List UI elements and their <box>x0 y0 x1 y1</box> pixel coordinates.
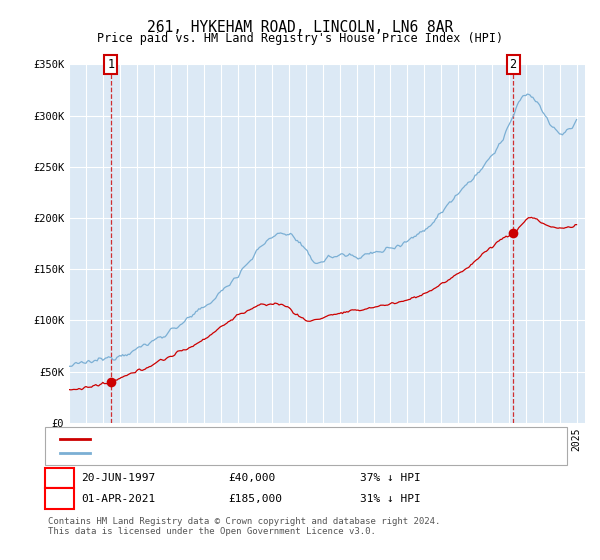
Text: 31% ↓ HPI: 31% ↓ HPI <box>360 494 421 504</box>
Text: £185,000: £185,000 <box>228 494 282 504</box>
Text: 2: 2 <box>509 58 517 71</box>
Text: 20-JUN-1997: 20-JUN-1997 <box>81 473 155 483</box>
Text: 37% ↓ HPI: 37% ↓ HPI <box>360 473 421 483</box>
Text: 2: 2 <box>56 492 63 506</box>
Text: 261, HYKEHAM ROAD, LINCOLN, LN6 8AR: 261, HYKEHAM ROAD, LINCOLN, LN6 8AR <box>147 20 453 35</box>
Text: £40,000: £40,000 <box>228 473 275 483</box>
Text: HPI: Average price, detached house, Lincoln: HPI: Average price, detached house, Linc… <box>99 448 368 458</box>
Text: 261, HYKEHAM ROAD, LINCOLN, LN6 8AR (detached house): 261, HYKEHAM ROAD, LINCOLN, LN6 8AR (det… <box>99 433 424 444</box>
Text: 01-APR-2021: 01-APR-2021 <box>81 494 155 504</box>
Text: Contains HM Land Registry data © Crown copyright and database right 2024.: Contains HM Land Registry data © Crown c… <box>48 517 440 526</box>
Text: Price paid vs. HM Land Registry's House Price Index (HPI): Price paid vs. HM Land Registry's House … <box>97 32 503 45</box>
Text: This data is licensed under the Open Government Licence v3.0.: This data is licensed under the Open Gov… <box>48 528 376 536</box>
Text: 1: 1 <box>56 472 63 485</box>
Text: 1: 1 <box>107 58 115 71</box>
